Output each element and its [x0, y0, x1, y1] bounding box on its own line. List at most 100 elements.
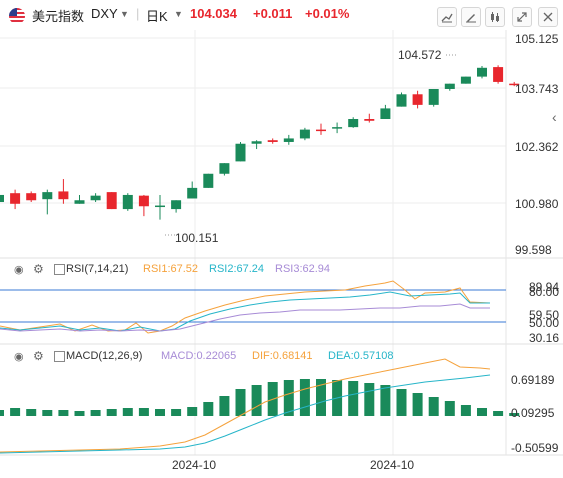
price-axis-label: 105.125 — [515, 32, 559, 46]
candle-body[interactable] — [332, 127, 343, 129]
macd-bar — [0, 410, 4, 416]
candle-body[interactable] — [396, 94, 407, 107]
macd-bar — [348, 381, 359, 416]
expand-icon[interactable] — [512, 7, 532, 27]
candle-body[interactable] — [74, 200, 85, 204]
rsi3-line — [0, 303, 490, 332]
candle-body[interactable] — [428, 88, 439, 105]
macd-bar — [493, 411, 504, 416]
dif-value: DIF:0.68141 — [252, 350, 313, 362]
macd-bar — [10, 408, 21, 416]
macd-bar — [187, 407, 198, 416]
macd-bar — [477, 408, 487, 416]
candle-body[interactable] — [299, 129, 310, 139]
macd-bar — [90, 410, 101, 416]
symbol-name[interactable]: 美元指数 — [32, 9, 85, 24]
candle-type-icon[interactable] — [485, 7, 505, 27]
candle-body[interactable] — [122, 194, 133, 210]
eye-icon[interactable]: ◉ — [14, 264, 24, 276]
macd-bar — [138, 408, 149, 416]
price-grid — [0, 30, 506, 455]
candle-body[interactable] — [412, 94, 423, 105]
macd-bar — [299, 379, 310, 416]
candle-body[interactable] — [348, 119, 359, 128]
candle-body[interactable] — [509, 83, 520, 86]
macd-bar — [460, 405, 471, 416]
candle-body[interactable] — [380, 108, 391, 120]
rsi-legend: ◉ ⚙ RSI(7,14,21) RSI1:67.52 RSI2:67.24 R… — [0, 262, 506, 278]
candle-body[interactable] — [203, 173, 214, 188]
macd-bar — [396, 389, 407, 416]
candle-body[interactable] — [106, 192, 117, 210]
drawing-icon[interactable] — [461, 7, 481, 27]
price-value: 104.034 — [190, 6, 237, 21]
rsi-axis-label: 30.16 — [529, 331, 559, 345]
rsi-axis: 89.94 80.00 59.50 50.00 30.16 — [529, 280, 559, 345]
macd-axis-label: -0.50599 — [511, 441, 559, 455]
checkbox-icon[interactable] — [54, 264, 65, 275]
price-axis-label: 99.598 — [515, 243, 552, 257]
candle-body[interactable] — [219, 163, 230, 174]
chevron-left-icon[interactable]: ‹ — [552, 109, 557, 125]
macd-bar — [219, 396, 230, 416]
candle-body[interactable] — [251, 141, 262, 144]
candle-body[interactable] — [42, 192, 53, 200]
settings-icon[interactable]: ⚙ — [33, 349, 44, 363]
macd-bar — [283, 380, 294, 416]
dif-line — [0, 358, 491, 453]
candle-body[interactable] — [0, 194, 4, 203]
macd-bar — [42, 410, 53, 416]
macd-axis-label: 0.09295 — [511, 406, 555, 420]
chevron-down-icon[interactable]: ▼ — [174, 9, 183, 19]
candle-body[interactable] — [235, 143, 246, 162]
low-annotation: 100.151 — [175, 231, 219, 245]
candle-body[interactable] — [155, 205, 165, 208]
candle-body[interactable] — [283, 138, 294, 142]
divider: | — [136, 6, 140, 21]
eye-icon[interactable]: ◉ — [14, 351, 24, 363]
price-axis-label: 102.362 — [515, 140, 559, 154]
candle-body[interactable] — [460, 76, 471, 84]
settings-icon[interactable] — [538, 7, 558, 27]
candle-body[interactable] — [267, 140, 278, 142]
candle-body[interactable] — [171, 200, 182, 210]
main-chart[interactable]: 104.572 100.151 105.125 103.743 102.362 … — [0, 30, 563, 478]
rsi-title: RSI(7,14,21) — [66, 263, 129, 275]
macd-bar — [106, 409, 117, 416]
checkbox-icon[interactable] — [54, 351, 65, 362]
macd-bar — [251, 385, 262, 416]
candle-body[interactable] — [26, 193, 37, 201]
candle-body[interactable] — [58, 191, 69, 200]
candles — [0, 65, 520, 220]
macd-axis: 0.69189 0.09295 -0.50599 — [511, 373, 559, 455]
macd-bar — [412, 393, 423, 416]
candle-body[interactable] — [444, 83, 455, 89]
rsi1-line — [0, 280, 491, 334]
macd-bar — [428, 397, 439, 416]
candle-body[interactable] — [477, 67, 487, 77]
macd-bar — [203, 402, 214, 416]
price-axis-label: 103.743 — [515, 82, 559, 96]
candle-body[interactable] — [364, 119, 375, 121]
candle-body[interactable] — [493, 67, 504, 82]
macd-bar — [58, 410, 69, 416]
macd-bar — [444, 401, 455, 416]
candle-body[interactable] — [138, 195, 149, 207]
candle-body[interactable] — [90, 195, 101, 201]
time-axis-label: 2024-10 — [172, 458, 216, 472]
interval-selector[interactable]: 日K — [146, 9, 168, 24]
indicator-icon[interactable] — [437, 7, 457, 27]
candle-body[interactable] — [10, 193, 21, 204]
chevron-down-icon[interactable]: ▼ — [120, 9, 129, 19]
candle-body[interactable] — [187, 187, 198, 199]
settings-icon[interactable]: ⚙ — [33, 262, 44, 276]
macd-histogram — [0, 379, 520, 416]
macd-bar — [122, 408, 133, 416]
dea-line — [0, 374, 491, 454]
symbol-code[interactable]: DXY — [91, 6, 118, 21]
rsi-axis-label: 59.50 — [529, 308, 559, 322]
dea-value: DEA:0.57108 — [328, 350, 394, 362]
us-flag-icon — [9, 8, 25, 24]
candle-body[interactable] — [316, 129, 326, 132]
price-axis: 105.125 103.743 102.362 100.980 99.598 — [515, 32, 559, 257]
